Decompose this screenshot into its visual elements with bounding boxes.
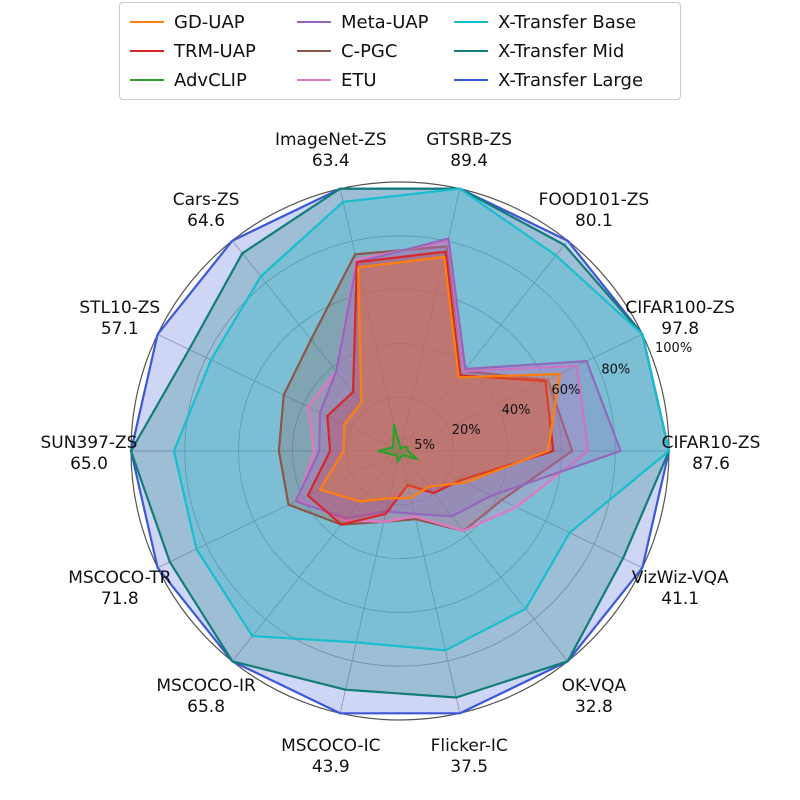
legend-item: X-Transfer Large: [454, 67, 643, 93]
legend-swatch: [130, 49, 164, 53]
category-label: MSCOCO-IR: [156, 676, 256, 696]
legend-label: AdvCLIP: [174, 69, 247, 91]
category-label: CIFAR10-ZS: [662, 433, 761, 453]
legend-swatch: [130, 20, 164, 24]
legend-label: Meta-UAP: [341, 11, 429, 33]
category-label: Flicker-IC: [431, 736, 508, 756]
legend-label: C-PGC: [341, 40, 398, 62]
category-value: 43.9: [312, 757, 350, 777]
grid-spoke: [399, 450, 461, 714]
radial-tick-label: 80%: [601, 363, 630, 378]
legend: GD-UAP TRM-UAP AdvCLIP Meta-UAP C-PGC ET…: [119, 2, 681, 100]
legend-label: X-Transfer Large: [498, 69, 644, 91]
radial-tick-label: 20%: [452, 423, 481, 438]
legend-swatch: [454, 78, 488, 82]
legend-swatch: [454, 20, 488, 24]
grid-spoke: [399, 450, 643, 569]
radial-tick-label: 60%: [552, 383, 581, 398]
legend-swatch: [297, 20, 331, 24]
legend-item: C-PGC: [297, 38, 397, 64]
legend-item: TRM-UAP: [130, 38, 256, 64]
category-value: 37.5: [450, 757, 488, 777]
series-area: [377, 423, 419, 463]
category-value: 65.0: [70, 454, 108, 474]
category-value: 97.8: [661, 319, 699, 339]
grid-spoke: [399, 240, 569, 452]
grid-spoke: [339, 188, 401, 452]
radial-tick-label: 5%: [414, 438, 435, 453]
legend-item: ETU: [297, 67, 377, 93]
legend-swatch: [297, 49, 331, 53]
legend-label: TRM-UAP: [174, 40, 256, 62]
series-area: [294, 237, 622, 520]
series-area: [318, 255, 562, 503]
category-label: OK-VQA: [562, 676, 627, 696]
legend-item: AdvCLIP: [130, 67, 247, 93]
radial-tick-label: 40%: [502, 403, 531, 418]
grid-spoke: [231, 450, 401, 662]
category-label: STL10-ZS: [79, 298, 160, 318]
category-value: 63.4: [312, 151, 350, 171]
category-label: FOOD101-ZS: [539, 190, 650, 210]
legend-item: X-Transfer Mid: [454, 38, 624, 64]
category-value: 71.8: [101, 589, 139, 609]
series-area: [172, 187, 671, 652]
category-label: Cars-ZS: [173, 190, 240, 210]
category-label: VizWiz-VQA: [632, 568, 729, 588]
category-value: 65.8: [187, 697, 225, 717]
legend-label: X-Transfer Mid: [498, 40, 625, 62]
category-value: 41.1: [661, 589, 699, 609]
category-value: 32.8: [575, 697, 613, 717]
legend-label: GD-UAP: [174, 11, 245, 33]
series-area: [297, 240, 590, 533]
category-label: MSCOCO-IC: [281, 736, 380, 756]
category-label: ImageNet-ZS: [275, 130, 387, 150]
legend-label: ETU: [341, 69, 377, 91]
legend-swatch: [297, 78, 331, 82]
category-label: GTSRB-ZS: [426, 130, 512, 150]
legend-swatch: [454, 49, 488, 53]
legend-label: X-Transfer Base: [498, 11, 637, 33]
category-value: 80.1: [575, 211, 613, 231]
legend-swatch: [130, 78, 164, 82]
series-area: [306, 250, 555, 526]
category-value: 57.1: [101, 319, 139, 339]
grid-spoke: [157, 450, 401, 569]
legend-item: Meta-UAP: [297, 9, 429, 35]
category-label: MSCOCO-TR: [68, 568, 171, 588]
grid-spoke: [157, 333, 401, 452]
grid-spoke: [399, 188, 461, 452]
category-value: 89.4: [450, 151, 488, 171]
category-label: SUN397-ZS: [41, 433, 138, 453]
radial-tick-label: 100%: [655, 341, 692, 356]
category-value: 64.6: [187, 211, 225, 231]
grid-spoke: [339, 450, 401, 714]
category-label: CIFAR100-ZS: [625, 298, 735, 318]
category-value: 87.6: [692, 454, 730, 474]
legend-item: GD-UAP: [130, 9, 245, 35]
grid-spoke: [399, 333, 643, 452]
legend-item: X-Transfer Base: [454, 9, 636, 35]
